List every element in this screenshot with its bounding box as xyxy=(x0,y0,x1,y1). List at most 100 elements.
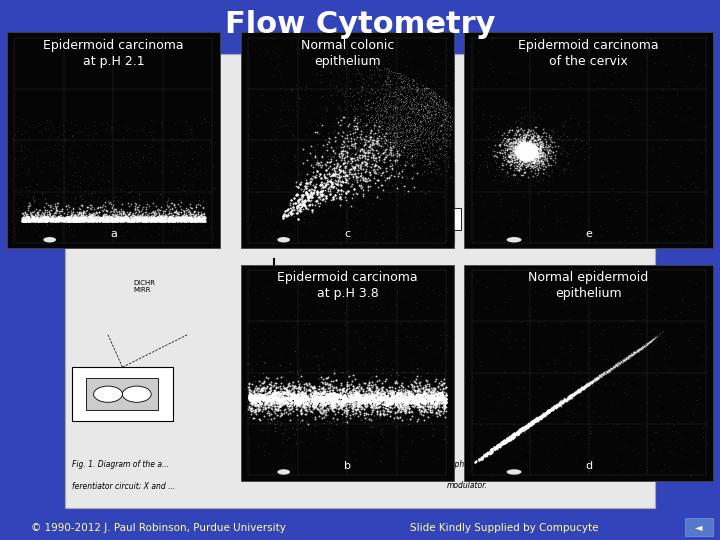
Point xyxy=(176,213,188,222)
Point xyxy=(418,405,430,414)
Point xyxy=(525,148,536,157)
Point xyxy=(409,386,420,395)
Point xyxy=(351,178,363,187)
Point xyxy=(254,390,266,399)
Point xyxy=(71,212,82,220)
Point xyxy=(555,398,567,407)
Point xyxy=(367,397,379,406)
Point xyxy=(517,148,528,157)
Point xyxy=(513,427,524,435)
Point xyxy=(109,214,121,223)
Point xyxy=(392,394,404,402)
Point xyxy=(527,143,539,151)
Point xyxy=(584,379,595,387)
Point xyxy=(387,57,398,66)
Point xyxy=(519,140,531,149)
Point xyxy=(519,147,531,156)
Point xyxy=(514,426,526,434)
Point xyxy=(397,97,408,106)
Point xyxy=(528,150,540,159)
Point xyxy=(314,404,325,413)
Point xyxy=(487,213,498,221)
Point xyxy=(509,129,521,137)
Point xyxy=(525,148,536,157)
Point xyxy=(343,384,355,393)
Point xyxy=(498,438,510,447)
Point xyxy=(98,210,109,219)
Point xyxy=(531,148,542,157)
Point xyxy=(521,150,533,159)
Point xyxy=(376,141,387,150)
Point xyxy=(410,75,422,84)
Point xyxy=(364,386,376,394)
Point xyxy=(267,382,279,390)
Point xyxy=(377,369,388,377)
Point xyxy=(362,115,374,124)
Point xyxy=(328,399,340,408)
Point xyxy=(519,150,531,159)
Point xyxy=(536,411,548,420)
Point xyxy=(271,406,282,414)
Point xyxy=(393,396,405,405)
Point xyxy=(266,390,278,399)
Point xyxy=(326,406,338,415)
Point xyxy=(500,437,511,445)
Point xyxy=(433,111,445,120)
Point xyxy=(411,127,423,136)
Point xyxy=(485,409,497,418)
Point xyxy=(518,145,529,154)
Point xyxy=(276,406,288,414)
Point xyxy=(550,403,562,411)
Point xyxy=(441,112,452,120)
Point xyxy=(438,202,449,211)
Point xyxy=(563,392,575,401)
Point xyxy=(523,420,534,428)
Point xyxy=(418,112,429,120)
Point xyxy=(372,153,384,161)
Point xyxy=(34,217,45,225)
Point xyxy=(519,422,531,431)
Point xyxy=(392,146,403,155)
Point xyxy=(518,149,530,158)
Point xyxy=(369,167,381,176)
Point xyxy=(519,150,531,158)
Point xyxy=(379,108,391,117)
Point xyxy=(328,228,339,237)
Point xyxy=(163,205,175,214)
Point xyxy=(438,396,449,404)
Point xyxy=(338,397,349,406)
Point xyxy=(525,141,536,150)
Point xyxy=(528,415,540,423)
Point xyxy=(248,388,259,397)
Point xyxy=(279,406,290,415)
Point xyxy=(384,403,396,411)
Point xyxy=(355,399,366,408)
Point xyxy=(282,210,293,219)
Point xyxy=(339,149,351,158)
Point xyxy=(361,115,373,124)
Point xyxy=(247,399,258,407)
Point xyxy=(340,166,351,174)
Point xyxy=(413,393,424,402)
Point xyxy=(519,147,531,156)
Point xyxy=(100,213,112,221)
Point xyxy=(368,393,379,402)
Point xyxy=(512,430,523,439)
Point xyxy=(521,145,533,154)
Point xyxy=(349,117,361,126)
Point xyxy=(642,338,654,346)
Point xyxy=(490,157,501,166)
Point xyxy=(318,396,330,405)
Point xyxy=(529,131,541,140)
Point xyxy=(338,395,350,404)
Point xyxy=(319,197,330,206)
Point xyxy=(520,147,531,156)
Point xyxy=(577,376,588,384)
Point xyxy=(246,397,257,406)
Point xyxy=(517,154,528,163)
Point xyxy=(512,135,523,144)
Point xyxy=(570,389,581,398)
Point xyxy=(497,439,508,448)
Point xyxy=(423,102,435,110)
Point xyxy=(628,348,639,356)
